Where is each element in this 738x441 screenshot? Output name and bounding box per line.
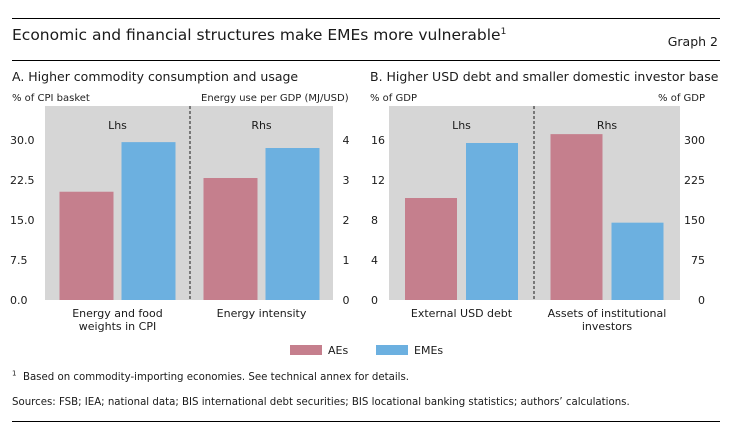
legend-aes-label: AEs: [328, 343, 349, 357]
panel-a-title: A. Higher commodity consumption and usag…: [12, 69, 299, 84]
panel-a-left-tick: 7.5: [10, 254, 28, 267]
panel-a-left-tick: 15.0: [10, 214, 35, 227]
graph-number: Graph 2: [667, 34, 718, 49]
page-title: Economic and financial structures make E…: [12, 26, 507, 44]
panel-a-group-axis-label: Rhs: [251, 119, 272, 132]
panel-b-right-tick: 150: [684, 214, 705, 227]
panel-b-left-tick: 0: [371, 294, 378, 307]
top-rule: [12, 18, 720, 19]
panel-b-bar-aes: [405, 198, 457, 300]
legend-aes-swatch: [290, 345, 322, 355]
panel-a-right-axis-label: Energy use per GDP (MJ/USD): [201, 93, 349, 104]
panel-b-group-axis-label: Lhs: [452, 119, 471, 132]
panel-b-left-tick: 16: [371, 134, 385, 147]
panel-a-category-label: weights in CPI: [79, 320, 156, 333]
panel-b-right-tick: 75: [691, 254, 705, 267]
panel-a-bar-aes: [59, 191, 114, 300]
panel-a-bar-aes: [203, 178, 258, 300]
panel-b-bar-aes: [550, 134, 603, 300]
panel-b-left-axis-label: % of GDP: [370, 93, 417, 104]
panel-b-left-tick: 12: [371, 174, 385, 187]
panel-a-right-tick: 4: [343, 134, 350, 147]
legend-aes: AEs: [290, 343, 349, 357]
panel-b-right-tick: 225: [684, 174, 705, 187]
panel-a-left-tick: 30.0: [10, 134, 35, 147]
panel-a-bar-emes: [265, 148, 320, 300]
panel-b-bar-emes: [466, 143, 518, 300]
footnote-1: 1 Based on commodity-importing economies…: [12, 369, 410, 383]
panel-b-left-tick: 8: [371, 214, 378, 227]
panel-a-category-label: Energy intensity: [217, 307, 307, 320]
panel-b-left-tick: 4: [371, 254, 378, 267]
panel-b-category-label: Assets of institutional: [548, 307, 667, 320]
panel-b-bar-emes: [611, 222, 664, 300]
panel-b-right-axis-label: % of GDP: [658, 93, 705, 104]
title-rule: [12, 60, 720, 61]
panel-a-left-tick: 22.5: [10, 174, 35, 187]
panel-a-right-tick: 1: [343, 254, 350, 267]
panel-a-right-tick: 3: [343, 174, 350, 187]
footnote-marker: 1: [12, 369, 17, 378]
panel-a-right-tick: 0: [343, 294, 350, 307]
panel-b-right-tick: 0: [698, 294, 705, 307]
panel-b-right-tick: 300: [684, 134, 705, 147]
panel-a-right-tick: 2: [343, 214, 350, 227]
panel-a-bar-emes: [121, 142, 176, 300]
panel-a-left-tick: 0.0: [10, 294, 28, 307]
legend-emes-label: EMEs: [414, 343, 444, 357]
legend-emes-swatch: [376, 345, 408, 355]
title-footnote-marker: 1: [500, 26, 507, 37]
sources-line: Sources: FSB; IEA; national data; BIS in…: [12, 397, 630, 408]
panel-b-title: B. Higher USD debt and smaller domestic …: [370, 69, 719, 84]
panel-b-category-label: investors: [582, 320, 633, 333]
footnote-text: Based on commodity-importing economies. …: [22, 372, 410, 383]
legend-emes: EMEs: [376, 343, 444, 357]
panel-a-group-axis-label: Lhs: [108, 119, 127, 132]
panel-b-group-axis-label: Rhs: [597, 119, 618, 132]
panel-b-category-label: External USD debt: [411, 307, 513, 320]
bottom-rule: [12, 421, 720, 422]
panel-a-category-label: Energy and food: [72, 307, 163, 320]
panel-a-left-axis-label: % of CPI basket: [12, 93, 90, 104]
